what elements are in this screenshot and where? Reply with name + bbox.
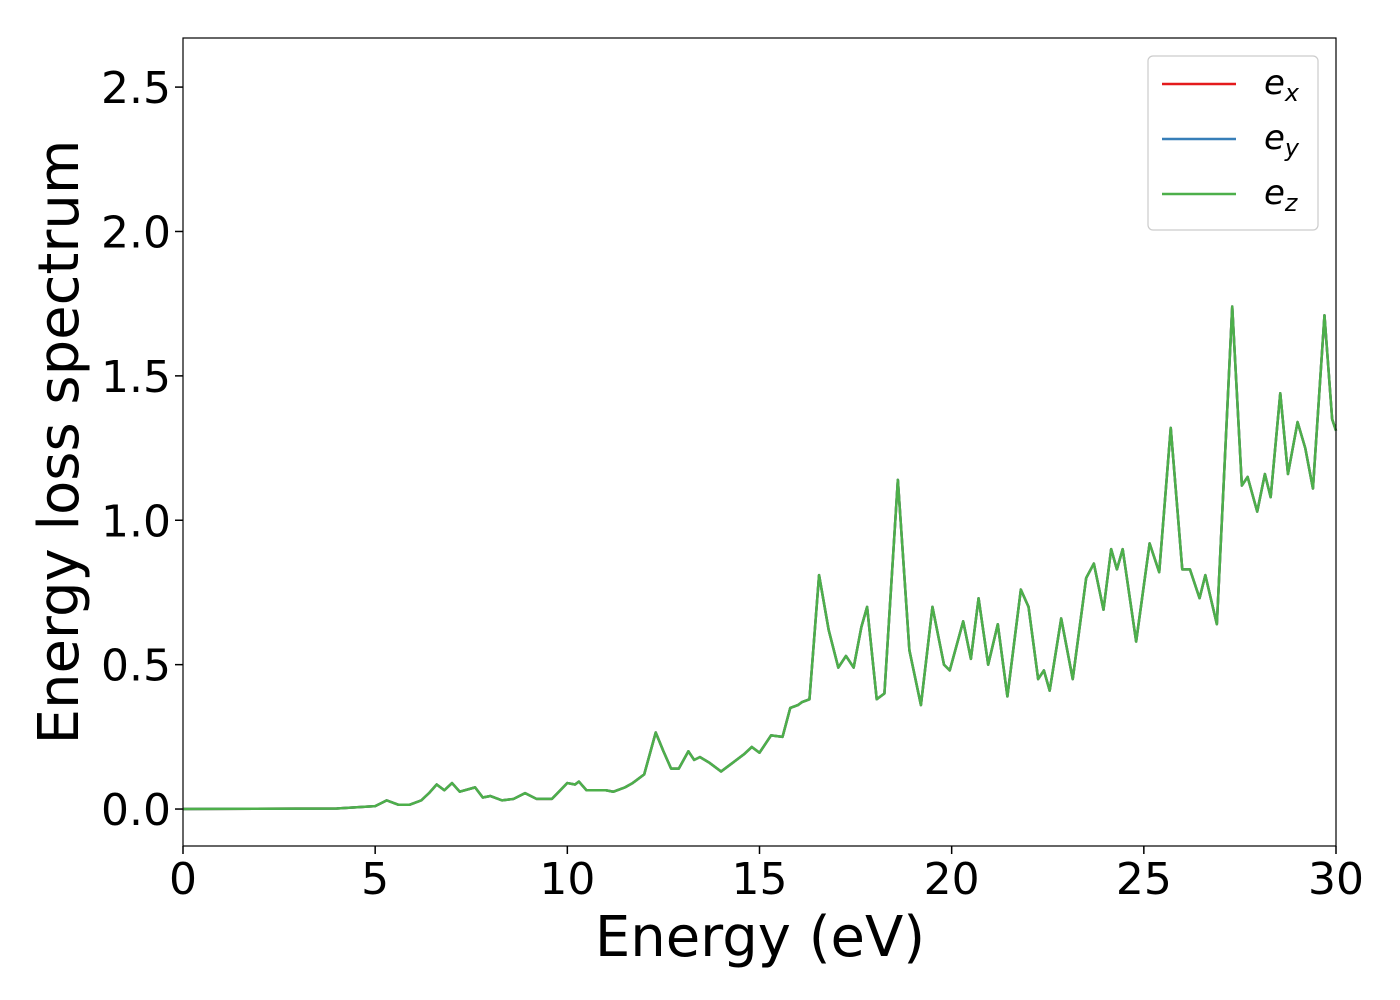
plot-frame <box>182 37 1337 847</box>
x-tick-label: 5 <box>361 854 389 905</box>
y-tick-label: 2.0 <box>101 207 171 258</box>
x-tick-label: 20 <box>924 854 980 905</box>
x-tick-label: 10 <box>539 854 595 905</box>
y-tick-label: 1.0 <box>101 496 171 547</box>
x-tick-label: 25 <box>1116 854 1172 905</box>
x-tick-label: 0 <box>169 854 197 905</box>
y-tick-label: 1.5 <box>101 352 171 403</box>
x-tick-label: 30 <box>1308 854 1364 905</box>
legend-label: ez <box>1264 173 1298 217</box>
y-tick-label: 2.5 <box>101 63 171 114</box>
legend-label: ex <box>1264 63 1300 107</box>
legend-box <box>1147 55 1319 231</box>
x-tick-label: 15 <box>732 854 788 905</box>
legend-label: ey <box>1264 118 1300 162</box>
line-series <box>182 305 1338 811</box>
x-axis-label: Energy (eV) <box>595 905 925 970</box>
y-axis-label: Energy loss spectrum <box>27 140 92 745</box>
y-tick-label: 0.0 <box>101 785 171 836</box>
y-tick-label: 0.5 <box>101 641 171 692</box>
